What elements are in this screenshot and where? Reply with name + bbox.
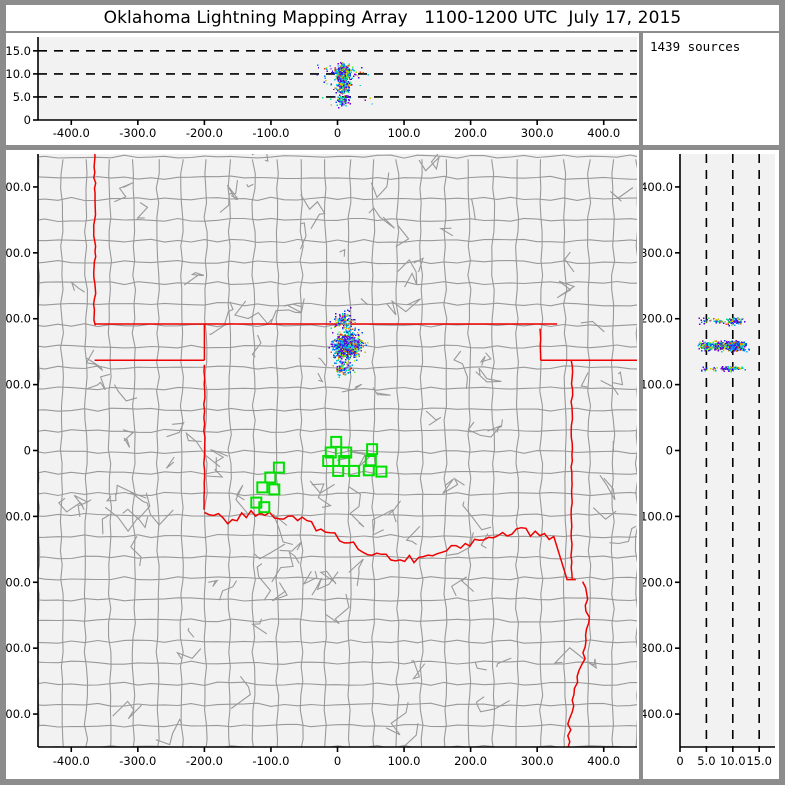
axis-tick-label: -200.0 — [186, 126, 223, 140]
station-marker — [264, 471, 277, 484]
axis-tick-label: 200.0 — [6, 312, 31, 326]
axis-tick-label: -100.0 — [6, 509, 31, 523]
time-height-plot[interactable]: 0 5.0 10.0 15.0 -400.0 -300.0 -200.0 -100.0 0 100… — [6, 33, 639, 145]
lightning-sources — [316, 61, 373, 109]
height-north-plot[interactable]: -400.0 -300.0 -200.0 -100.0 0 100.0 200.0 300.0… — [643, 150, 779, 779]
axis-tick-label: 100.0 — [388, 754, 421, 768]
axis-tick-label: 0 — [24, 113, 31, 127]
axis-tick-label: -200.0 — [643, 575, 673, 589]
lma-stations — [250, 435, 388, 514]
axis-tick-label: -400.0 — [6, 707, 31, 721]
axis-tick-label: -300.0 — [643, 641, 673, 655]
axis-tick-label: 0 — [676, 754, 683, 768]
axis-tick-label: 0 — [334, 754, 341, 768]
source-count-label: 1439 sources — [650, 39, 741, 54]
axis-tick-label: 300.0 — [643, 246, 673, 260]
axis-tick-label: 0 — [24, 444, 31, 458]
axis-tick-label: 10.0 — [720, 754, 746, 768]
station-marker — [322, 455, 335, 467]
axis-tick-label: 15.0 — [746, 754, 772, 768]
station-marker — [348, 464, 361, 477]
station-marker — [332, 464, 345, 477]
station-marker — [268, 483, 281, 496]
axis-tick-label: -100.0 — [252, 754, 289, 768]
axis-tick-label: 100.0 — [643, 378, 673, 392]
axis-tick-label: 5.0 — [13, 90, 31, 104]
axis-tick-label: 5.0 — [697, 754, 715, 768]
axis-tick-label: 400.0 — [643, 180, 673, 194]
axis-tick-label: -300.0 — [119, 126, 156, 140]
axis-tick-label: 15.0 — [6, 44, 31, 58]
axis-tick-label: -100.0 — [643, 509, 673, 523]
axis-tick-label: -200.0 — [186, 754, 223, 768]
lightning-sources — [328, 307, 369, 378]
panel-height-north: -400.0 -300.0 -200.0 -100.0 0 100.0 200.0 300.0… — [643, 150, 779, 779]
axis-tick-label: -400.0 — [643, 707, 673, 721]
axis-tick-label: 0 — [666, 444, 673, 458]
axis-tick-label: 300.0 — [6, 246, 31, 260]
station-marker — [324, 446, 337, 459]
title-bar: Oklahoma Lightning Mapping Array 1100-12… — [6, 5, 779, 31]
station-marker — [340, 446, 353, 459]
axis-tick-label: 10.0 — [6, 67, 31, 81]
axis-tick-label: 400.0 — [587, 126, 620, 140]
axis-tick-label: 400.0 — [587, 754, 620, 768]
axis-tick-label: 400.0 — [6, 180, 31, 194]
axis-tick-label: -300.0 — [119, 754, 156, 768]
axis-tick-label: -200.0 — [6, 575, 31, 589]
station-marker — [366, 443, 379, 456]
plan-view-plot[interactable]: -400.0 -300.0 -200.0 -100.0 0 100.0 200.0 300.0… — [6, 150, 639, 779]
axis-tick-label: 300.0 — [521, 754, 554, 768]
axis-tick-label: -100.0 — [252, 126, 289, 140]
axis-tick-label: -400.0 — [53, 754, 90, 768]
station-marker — [258, 501, 271, 514]
panel-source-count: 1439 sources — [643, 33, 779, 145]
gridlines — [705, 154, 760, 747]
gridlines — [38, 50, 637, 98]
station-marker — [362, 464, 375, 477]
axis-tick-label: 200.0 — [454, 754, 487, 768]
axis-tick-label: -400.0 — [53, 126, 90, 140]
axis-tick-label: 0 — [334, 126, 341, 140]
panel-plan-view-map: -400.0 -300.0 -200.0 -100.0 0 100.0 200.0 300.0… — [6, 150, 639, 779]
axis-tick-label: -300.0 — [6, 641, 31, 655]
axis-tick-label: 200.0 — [454, 126, 487, 140]
lightning-sources — [697, 317, 750, 373]
axis-tick-label: 300.0 — [521, 126, 554, 140]
axis-tick-label: 100.0 — [388, 126, 421, 140]
station-marker — [375, 465, 388, 478]
axis-tick-label: 100.0 — [6, 378, 31, 392]
page-title: Oklahoma Lightning Mapping Array 1100-12… — [103, 8, 682, 28]
panel-time-height: 0 5.0 10.0 15.0 -400.0 -300.0 -200.0 -100.0 0 100… — [6, 33, 639, 145]
station-marker — [256, 481, 269, 494]
station-marker — [272, 461, 285, 474]
plot-background — [680, 154, 775, 747]
axis-tick-label: 200.0 — [643, 312, 673, 326]
